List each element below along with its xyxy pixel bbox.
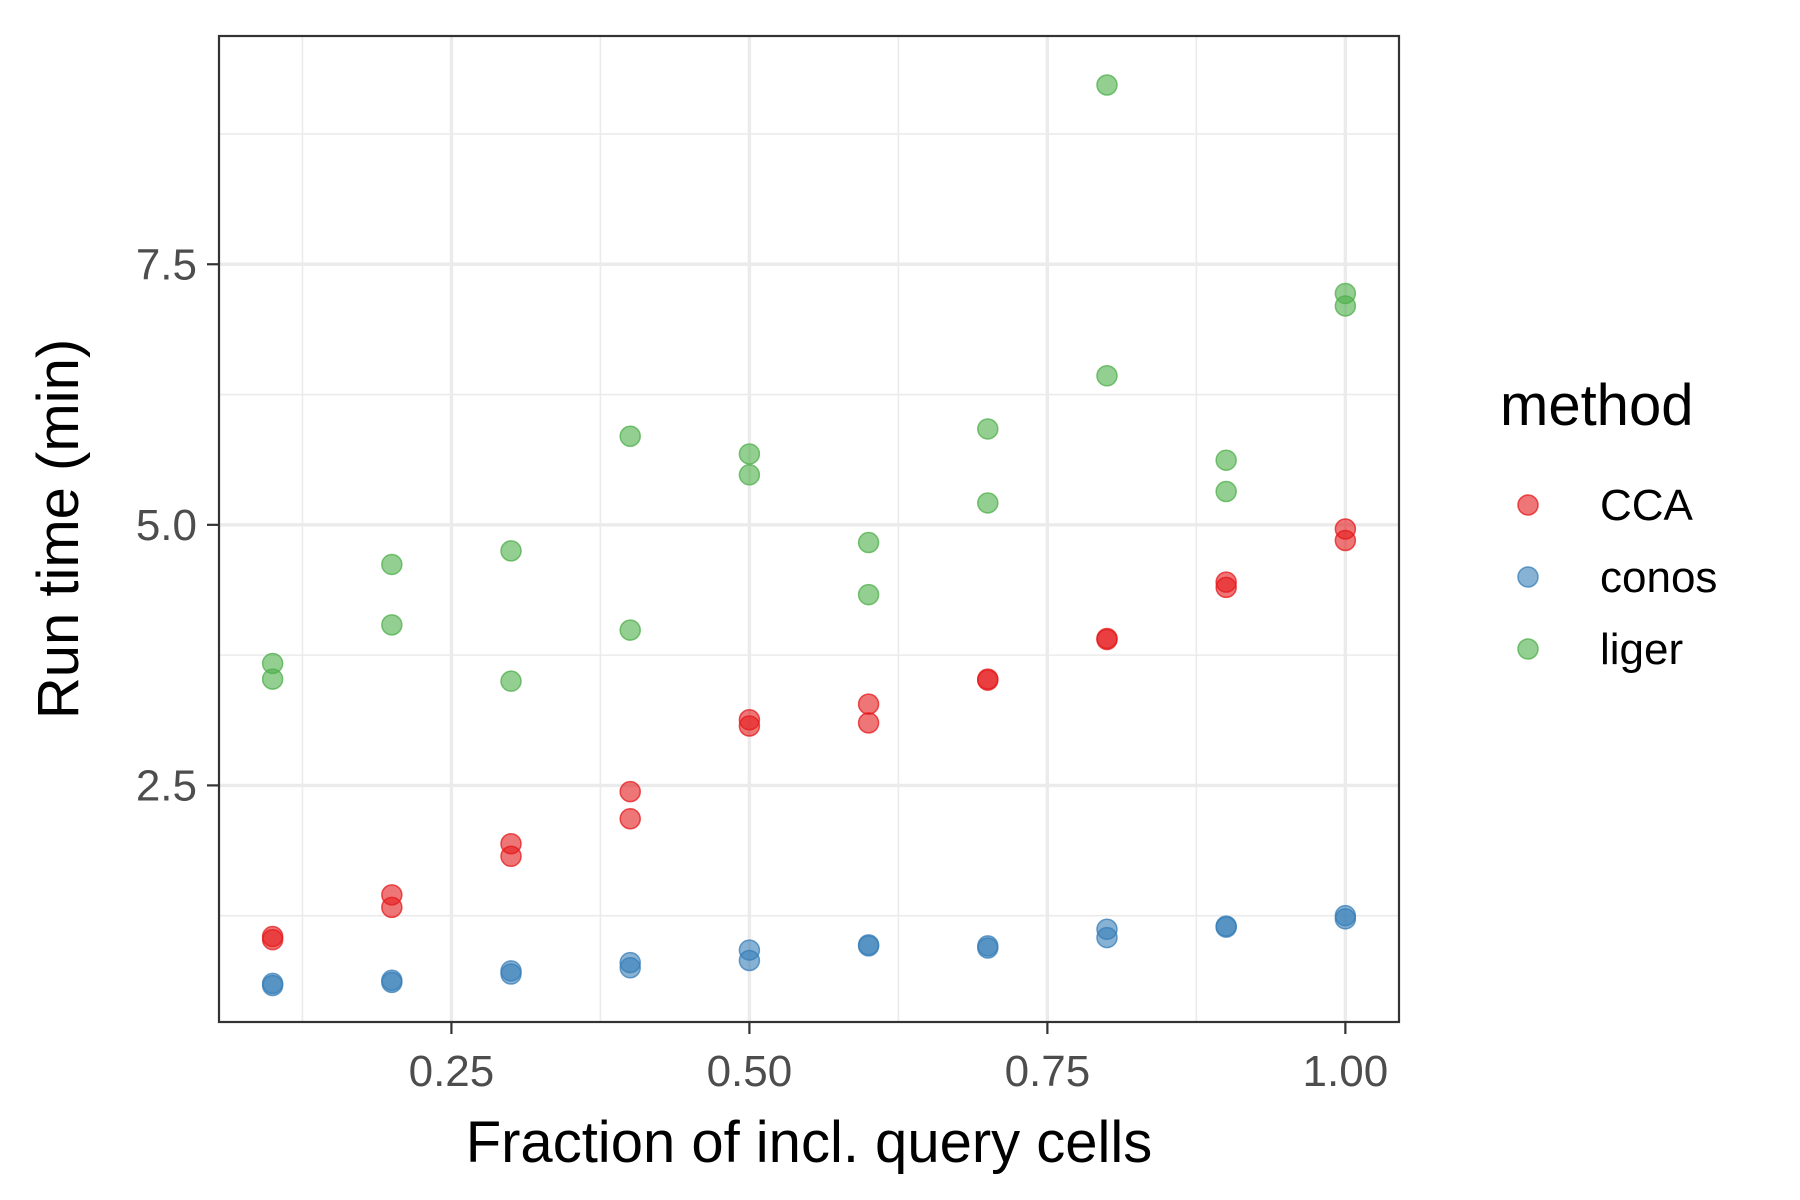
data-point-liger <box>381 553 403 576</box>
y-axis-title: Run time (min) <box>26 339 91 719</box>
data-point-liger <box>1215 480 1237 503</box>
data-point-liger <box>738 464 761 486</box>
major-gridlines <box>219 36 1399 1022</box>
data-point-cca <box>619 808 641 830</box>
data-point-liger <box>977 418 999 440</box>
plot-panel-border <box>217 34 1401 1024</box>
x-tick-label: 0.50 <box>707 1047 793 1096</box>
legend-label-conos: conos <box>1600 553 1717 602</box>
legend: method CCA conos liger <box>1500 373 1717 674</box>
data-point-liger <box>857 531 880 554</box>
x-axis-title: Fraction of incl. query cells <box>466 1110 1153 1175</box>
minor-gridlines <box>219 36 1399 1022</box>
data-point-cca <box>619 780 641 803</box>
legend-label-cca: CCA <box>1600 481 1694 530</box>
data-point-liger <box>1215 449 1237 471</box>
data-point-cca <box>500 845 522 868</box>
data-point-cca <box>857 712 880 734</box>
data-point-cca <box>381 896 403 919</box>
data-point-conos <box>738 949 761 972</box>
x-tick-label: 1.00 <box>1303 1047 1389 1096</box>
x-tick-label: 0.25 <box>409 1047 495 1096</box>
data-point-cca <box>1215 576 1237 599</box>
data-point-liger <box>261 668 284 690</box>
data-point-conos <box>1334 908 1357 930</box>
data-point-liger <box>977 492 999 514</box>
legend-title: method <box>1500 373 1693 438</box>
data-point-liger <box>857 583 880 606</box>
legend-key-cca <box>1517 494 1539 516</box>
y-tick-label: 7.5 <box>136 240 197 289</box>
legend-key-conos <box>1517 566 1539 588</box>
data-point-conos <box>619 957 641 979</box>
data-point-conos <box>1096 926 1118 949</box>
data-point-cca <box>857 693 880 715</box>
y-tick-label: 5.0 <box>136 501 197 550</box>
data-point-conos <box>500 963 522 985</box>
data-point-cca <box>1096 627 1118 650</box>
data-point-conos <box>977 937 999 959</box>
data-point-liger <box>381 614 403 636</box>
data-point-liger <box>500 540 522 562</box>
legend-label-liger: liger <box>1600 625 1683 674</box>
data-point-liger <box>619 425 641 447</box>
data-point-liger <box>738 443 761 465</box>
data-point-conos <box>261 974 284 997</box>
data-point-conos <box>1215 916 1237 938</box>
data-point-liger <box>619 619 641 641</box>
legend-items: CCA conos liger <box>1517 481 1717 674</box>
data-point-conos <box>381 971 403 994</box>
data-point-conos <box>857 935 880 957</box>
axis-ticks <box>207 263 1347 1034</box>
data-point-cca <box>261 928 284 951</box>
data-point-liger <box>1096 74 1118 96</box>
x-tick-label: 0.75 <box>1005 1047 1091 1096</box>
y-tick-label: 2.5 <box>136 761 197 810</box>
data-point-cca <box>1334 529 1357 552</box>
data-point-liger <box>1096 365 1118 387</box>
axis-tick-labels: 0.25 0.50 0.75 1.00 2.5 5.0 7.5 <box>136 240 1388 1096</box>
legend-key-liger <box>1517 638 1539 660</box>
data-point-liger <box>500 670 522 692</box>
data-point-liger <box>1334 295 1357 317</box>
data-points <box>261 74 1357 997</box>
data-point-cca <box>977 668 999 690</box>
plot-panel-background <box>219 36 1399 1022</box>
data-point-cca <box>738 715 761 737</box>
